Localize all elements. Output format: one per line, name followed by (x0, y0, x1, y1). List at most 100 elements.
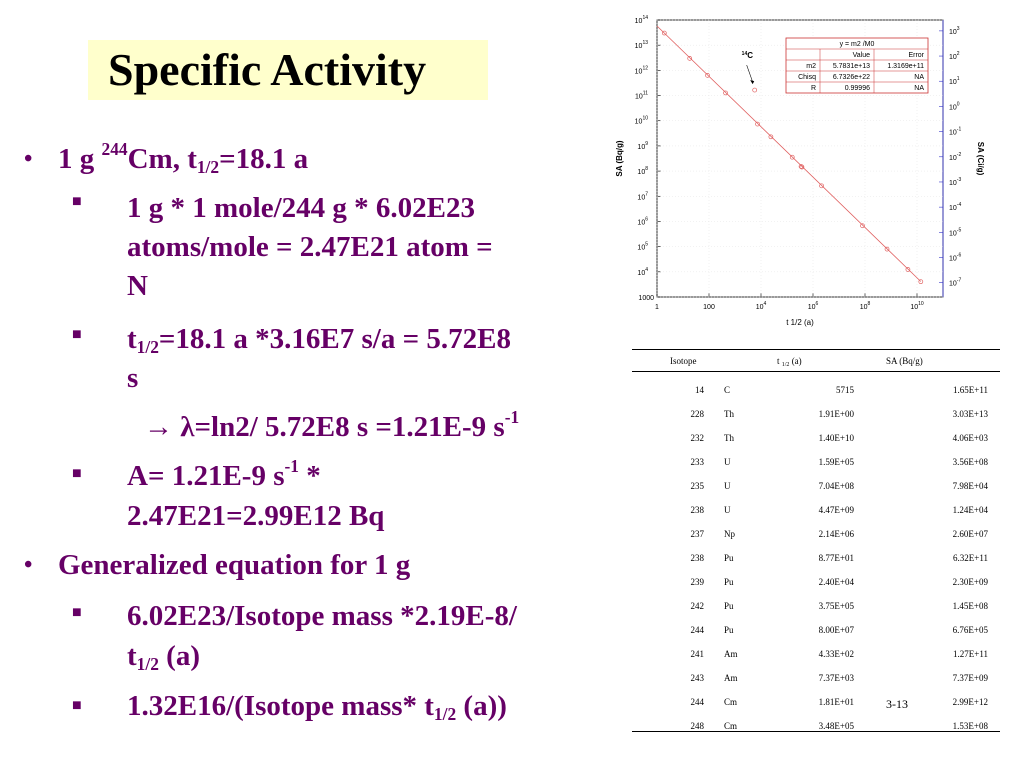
header-sa: SA (Bq/g) (886, 356, 923, 366)
cell-element: Pu (724, 553, 734, 563)
cell-halflife: 1.59E+05 (818, 457, 854, 467)
table-top-rule (632, 349, 1000, 350)
x-tick-label: 100 (703, 304, 715, 311)
x-tick-label: 106 (808, 301, 819, 311)
data-point (918, 279, 924, 285)
cell-sa: 1.24E+04 (952, 505, 988, 515)
bullet-generalized: Generalized equation for 1 g (58, 549, 411, 581)
y-tick-label: 108 (637, 166, 648, 176)
sub-general-line2: t1/2 (a) (127, 640, 200, 675)
cell-element: U (724, 481, 731, 491)
data-point (789, 154, 795, 160)
square-bullet: ■ (72, 193, 82, 210)
y-axis-label: SA (Bq/g) (615, 140, 624, 176)
y2-tick-label: 10-4 (949, 202, 961, 212)
y2-tick-label: 103 (949, 26, 960, 36)
y-tick-label: 1014 (635, 15, 649, 25)
fit-box-error: NA (914, 74, 924, 81)
annotation-arrow (746, 64, 753, 83)
cell-sa: 1.45E+08 (952, 601, 988, 611)
y-tick-label: 1010 (635, 116, 649, 126)
cell-mass: 241 (690, 649, 705, 659)
y2-tick-label: 10-7 (949, 278, 961, 288)
square-bullet: ■ (72, 697, 82, 714)
cell-element: Pu (724, 625, 734, 635)
x-tick-label: 108 (860, 301, 871, 311)
bullet-dot: • (24, 146, 33, 172)
cell-halflife: 7.04E+08 (818, 481, 854, 491)
square-bullet: ■ (72, 604, 82, 621)
cell-sa: 6.76E+05 (952, 625, 988, 635)
fit-box-label: R (811, 85, 816, 92)
cell-element: Am (724, 649, 738, 659)
cell-sa: 1.65E+11 (953, 385, 988, 395)
cell-halflife: 4.33E+02 (818, 649, 854, 659)
sub-atoms-line2: atoms/mole = 2.47E21 atom = (127, 231, 493, 263)
cell-element: Th (724, 433, 734, 443)
cell-sa: 7.98E+04 (952, 481, 988, 491)
fit-box-header: Error (908, 52, 924, 59)
bullet-dot: • (24, 552, 33, 578)
data-point (687, 56, 693, 61)
cell-mass: 242 (690, 601, 705, 611)
cell-sa: 1.53E+08 (952, 721, 988, 731)
data-point (705, 73, 710, 78)
cell-halflife: 5715 (836, 385, 854, 395)
cell-halflife: 1.91E+00 (818, 409, 854, 419)
cell-halflife: 4.47E+09 (818, 505, 854, 515)
y-tick-label: 106 (637, 216, 648, 226)
sub-atoms-line3: N (127, 270, 148, 302)
cell-sa: 4.06E+03 (952, 433, 988, 443)
cell-halflife: 8.77E+01 (818, 553, 854, 563)
cell-element: Np (724, 529, 735, 539)
cell-halflife: 8.00E+07 (818, 625, 854, 635)
cell-mass: 238 (690, 553, 705, 563)
cell-halflife: 7.37E+03 (818, 673, 854, 683)
data-point (884, 246, 890, 252)
x-tick-label: 104 (756, 301, 767, 311)
y-tick-label: 1000 (638, 295, 654, 302)
data-point (819, 183, 824, 189)
bullet-content: • 1 g 244Cm, t1/2=18.1 a ■ 1 g * 1 mole/… (24, 140, 520, 725)
y2-tick-label: 100 (949, 101, 960, 111)
arrow-icon: → (144, 411, 181, 443)
table-header-rule (632, 371, 1000, 372)
y2-axis-label: SA (Ci/g) (976, 142, 985, 176)
slide-title: Specific Activity (108, 44, 427, 95)
cell-halflife: 3.48E+05 (818, 721, 854, 731)
cell-sa: 7.37E+09 (952, 673, 988, 683)
cell-mass: 228 (690, 409, 705, 419)
cell-halflife: 2.40E+04 (818, 577, 854, 587)
fit-box-header: Value (853, 52, 870, 59)
data-point (799, 164, 805, 170)
y2-tick-label: 10-6 (949, 253, 961, 263)
cell-element: Cm (724, 721, 738, 731)
specific-activity-chart: 1 100 104 106 108 1010 1000 104 105 106 107 108 109 1… (615, 15, 985, 327)
cell-element: C (724, 385, 731, 395)
y-tick-label: 107 (637, 191, 648, 201)
fit-box-label: Chisq (798, 74, 816, 81)
y-tick-label: 1011 (635, 91, 648, 101)
y2-tick-label: 10-5 (949, 227, 961, 237)
annotation-14c: 14C (742, 51, 754, 60)
data-point (798, 164, 804, 169)
cell-mass: 232 (690, 433, 705, 443)
cell-mass: 239 (690, 577, 705, 587)
y2-tick-label: 101 (949, 76, 960, 86)
cell-element: Am (724, 673, 738, 683)
cell-sa: 3.56E+08 (952, 457, 988, 467)
sub-simplified: 1.32E16/(Isotope mass* t1/2 (a)) (127, 690, 507, 725)
y-tick-label: 109 (637, 141, 648, 151)
fit-box-value: 0.99996 (845, 85, 870, 92)
cell-sa: 6.32E+11 (953, 553, 988, 563)
annotation-arrowhead (750, 80, 755, 85)
sub-halflife-line1: t1/2=18.1 a *3.16E7 s/a = 5.72E8 (127, 323, 511, 358)
y2-tick-label: 10-3 (949, 177, 961, 187)
cell-mass: 243 (690, 673, 705, 683)
fit-box-value: 5.7831e+13 (833, 63, 870, 70)
data-point (755, 121, 760, 127)
y2-tick-label: 10-2 (949, 152, 961, 162)
cell-element: U (724, 457, 731, 467)
lambda-line: → λ=ln2/ 5.72E8 s =1.21E-9 s-1 (144, 406, 520, 443)
cell-mass: 235 (690, 481, 705, 491)
